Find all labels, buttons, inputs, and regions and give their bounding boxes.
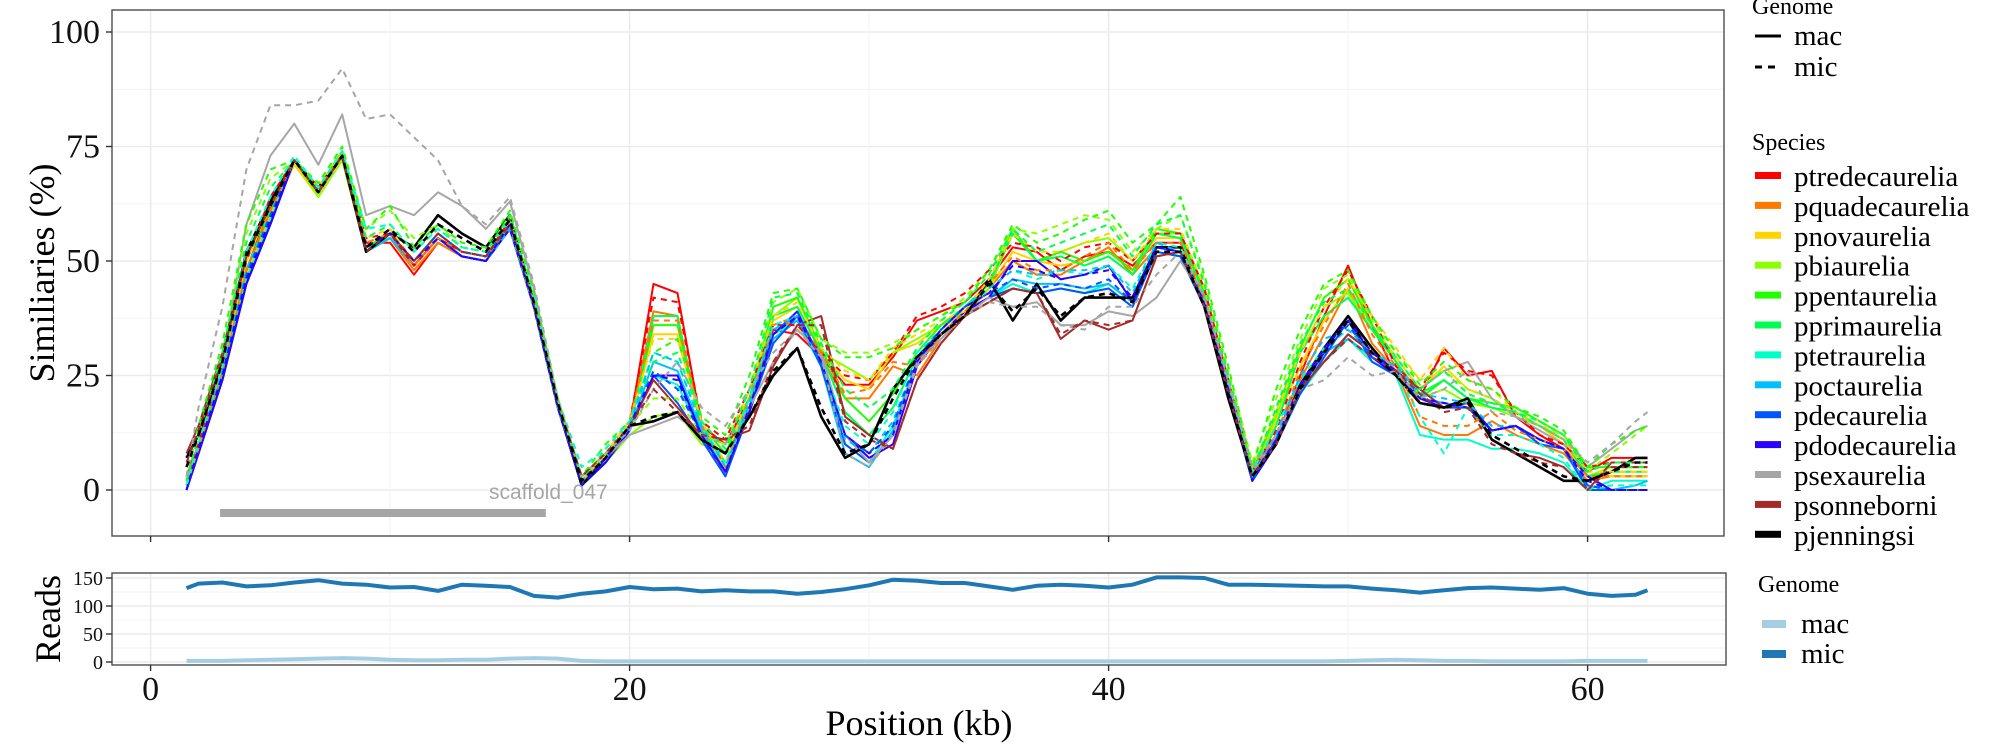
similarity-y-axis-title: Similiaries (%) [22, 164, 62, 383]
genome-legend-title: Genome [1752, 0, 1833, 20]
series-line-ptetraurelia-mic [185, 150, 1648, 491]
reads-y-axis-title: Reads [28, 575, 68, 663]
y-tick-label: 50 [83, 624, 103, 646]
legend-label-psonneborni: psonneborni [1794, 490, 1937, 522]
x-tick-label: 60 [1571, 671, 1605, 708]
similarity-y-ticks: 0 25 50 75 100 [49, 14, 1589, 542]
legend-key-pdecaurelia [1755, 411, 1781, 419]
legend-label-pbiaurelia: pbiaurelia [1794, 251, 1910, 283]
x-tick-label: 0 [142, 671, 159, 708]
reads-panel: 0 50 100 150 Reads 0 20 40 60 Position (kb) [28, 568, 1727, 743]
legend-key-ptredecaurelia [1755, 172, 1781, 179]
scaffold-label: scaffold_047 [489, 481, 608, 504]
y-tick-label: 25 [66, 358, 100, 395]
y-tick-label: 100 [73, 596, 103, 618]
legend-key-pbiaurelia [1755, 261, 1781, 269]
reads-y-ticks: 0 50 100 150 [73, 568, 112, 674]
series-line-ppentaurelia-mic [185, 145, 1648, 478]
y-tick-label: 0 [93, 652, 103, 674]
legend-key-psonneborni [1755, 500, 1781, 508]
series-line-pnovaurelia-mic [185, 150, 1648, 486]
species-legend: Species ptredecaureliapquadecaureliapnov… [1752, 130, 1970, 552]
x-tick-label: 40 [1092, 671, 1126, 708]
series-line-pjenningsi-mic [185, 154, 1648, 483]
legend-label-poctaurelia: poctaurelia [1794, 370, 1923, 402]
series-line-pdodecaurelia-mic [185, 154, 1648, 491]
legend-label-pdodecaurelia: pdodecaurelia [1794, 430, 1957, 462]
similarity-plot-area [112, 10, 1724, 536]
x-tick-label: 20 [613, 671, 647, 708]
similarity-panel-border [111, 9, 1725, 537]
legend-label-ppentaurelia: ppentaurelia [1794, 281, 1937, 313]
legend-label-mic: mic [1801, 638, 1845, 670]
legend-key-pprimaurelia [1755, 321, 1781, 329]
y-tick-label: 0 [83, 472, 100, 509]
legend-key-mac [1762, 620, 1786, 628]
reads-legend-title: Genome [1758, 572, 1839, 598]
legend-key-pquadecaurelia [1755, 201, 1781, 209]
legend-label-ptredecaurelia: ptredecaurelia [1794, 161, 1958, 193]
legend-key-psexaurelia [1755, 471, 1781, 478]
y-tick-label: 50 [66, 243, 100, 280]
reads-line-mic [185, 575, 1649, 600]
legend-label-psexaurelia: psexaurelia [1794, 460, 1926, 492]
legend-key-pdodecaurelia [1755, 441, 1781, 449]
legend-key-poctaurelia [1755, 381, 1781, 389]
legend-label-pquadecaurelia: pquadecaurelia [1794, 191, 1970, 223]
legend-label-mac: mac [1794, 20, 1842, 52]
legend-label-mac: mac [1801, 608, 1849, 640]
legend-label-pprimaurelia: pprimaurelia [1794, 311, 1942, 343]
y-tick-label: 75 [66, 129, 100, 166]
scaffold-annotation: scaffold_047 [220, 481, 608, 517]
x-axis-title: Position (kb) [825, 703, 1012, 743]
legend-key-mic [1762, 650, 1786, 658]
legend-label-ptetraurelia: ptetraurelia [1794, 340, 1926, 372]
similarity-panel: scaffold_047 0 25 50 75 100 Similiaries (%) [22, 9, 1725, 542]
series-line-psexaurelia-mic [185, 67, 1649, 478]
legend-key-pnovaurelia [1755, 231, 1781, 239]
series-line-ptredecaurelia-mic [185, 150, 1648, 482]
legend-label-pnovaurelia: pnovaurelia [1794, 221, 1931, 253]
legend-key-ppentaurelia [1755, 291, 1781, 299]
legend-label-mic: mic [1794, 51, 1838, 83]
series-line-psonneborni-mic [185, 154, 1648, 491]
y-tick-label: 150 [73, 568, 103, 590]
reads-panel-border [111, 572, 1727, 666]
scaffold-bar [220, 509, 546, 517]
y-tick-label: 100 [49, 14, 100, 51]
x-ticks: 0 20 40 60 [142, 665, 1605, 708]
reads-lines [185, 575, 1649, 664]
similarity-lines [185, 67, 1649, 491]
series-line-pquadecaurelia-mac [185, 154, 1648, 487]
species-legend-title: Species [1752, 130, 1825, 156]
reads-line-mac [186, 656, 1648, 664]
legend-label-pdecaurelia: pdecaurelia [1794, 400, 1928, 432]
legend-key-pjenningsi [1755, 530, 1781, 538]
legend-label-pjenningsi: pjenningsi [1794, 520, 1915, 552]
legend-key-ptetraurelia [1755, 351, 1781, 359]
